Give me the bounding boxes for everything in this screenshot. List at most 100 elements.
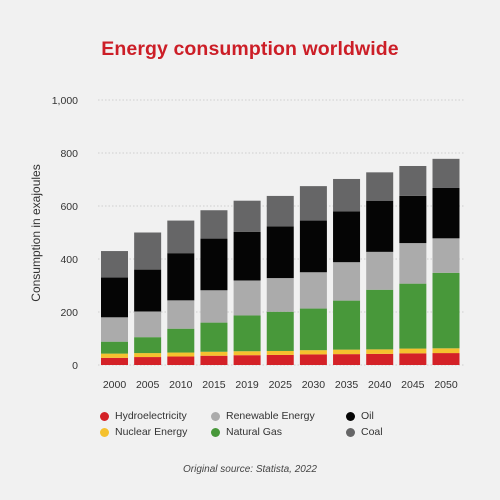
bar-segment-nuclear-energy-2035 xyxy=(333,349,361,355)
bar-segment-hydroelectricity-2005 xyxy=(134,357,162,365)
bar-segment-hydroelectricity-2015 xyxy=(200,355,228,365)
y-axis-label: Consumption in exajoules xyxy=(29,164,43,301)
bar-segment-renewable-energy-2015 xyxy=(200,290,228,323)
bar-segment-hydroelectricity-2045 xyxy=(399,353,427,365)
bar-segment-oil-2040 xyxy=(366,200,394,252)
bar-segment-coal-2050 xyxy=(432,158,460,188)
bar-segment-hydroelectricity-2050 xyxy=(432,353,460,365)
bar-segment-coal-2025 xyxy=(266,195,294,227)
legend-item-nuclear-energy: Nuclear Energy xyxy=(100,426,187,438)
bar-segment-hydroelectricity-2019 xyxy=(233,355,261,365)
bar-segment-nuclear-energy-2045 xyxy=(399,348,427,354)
bar-segment-renewable-energy-2010 xyxy=(167,300,195,329)
y-tick-label: 400 xyxy=(60,254,78,266)
bar-segment-coal-2005 xyxy=(134,232,162,270)
bar-segment-renewable-energy-2040 xyxy=(366,251,394,290)
bar-segment-nuclear-energy-2030 xyxy=(299,350,327,355)
legend-label: Coal xyxy=(361,426,383,438)
bar-segment-natural-gas-2030 xyxy=(299,308,327,351)
legend-item-natural-gas: Natural Gas xyxy=(211,426,282,438)
bar-segment-coal-2030 xyxy=(299,186,327,221)
x-tick-label: 2000 xyxy=(103,379,127,391)
bar-segment-oil-2015 xyxy=(200,238,228,291)
bar-segment-oil-2005 xyxy=(134,269,162,312)
bar-segment-hydroelectricity-2040 xyxy=(366,353,394,365)
bar-segment-natural-gas-2019 xyxy=(233,315,261,352)
bar-segment-oil-2030 xyxy=(299,220,327,273)
bar-segment-natural-gas-2015 xyxy=(200,322,228,352)
bar-segment-hydroelectricity-2010 xyxy=(167,356,195,365)
bar-segment-natural-gas-2045 xyxy=(399,283,427,349)
source-note: Original source: Statista, 2022 xyxy=(183,464,317,475)
bar-segment-natural-gas-2035 xyxy=(333,300,361,350)
legend-item-hydroelectricity: Hydroelectricity xyxy=(100,410,187,422)
legend-swatch xyxy=(346,427,355,437)
legend-swatch xyxy=(211,427,220,437)
bar-segment-oil-2025 xyxy=(266,226,294,279)
legend-item-renewable-energy: Renewable Energy xyxy=(211,410,315,422)
bar-segment-renewable-energy-2005 xyxy=(134,311,162,338)
bar-segment-coal-2035 xyxy=(333,178,361,212)
bar-segment-oil-2035 xyxy=(333,211,361,263)
bar-segment-oil-2045 xyxy=(399,195,427,244)
bar-segment-natural-gas-2050 xyxy=(432,272,460,349)
x-tick-label: 2019 xyxy=(235,379,259,391)
bar-segment-natural-gas-2025 xyxy=(266,311,294,351)
bar-segment-nuclear-energy-2025 xyxy=(266,350,294,355)
legend-swatch xyxy=(100,411,109,421)
x-tick-label: 2025 xyxy=(269,379,293,391)
y-tick-label: 800 xyxy=(60,148,78,160)
x-axis-ticks: 2000 2005 2010 2015 2019 2025 2030 2035 2040 2045… xyxy=(103,379,458,391)
bar-segment-natural-gas-2040 xyxy=(366,289,394,350)
bar-segment-renewable-energy-2045 xyxy=(399,243,427,284)
bar-segment-natural-gas-2005 xyxy=(134,337,162,354)
bar-segment-coal-2015 xyxy=(200,210,228,239)
bar-segment-oil-2050 xyxy=(432,187,460,239)
bar-segment-natural-gas-2010 xyxy=(167,328,195,353)
legend-swatch xyxy=(211,411,220,421)
legend-label: Natural Gas xyxy=(226,426,283,438)
bar-segment-nuclear-energy-2000 xyxy=(101,353,128,358)
legend-label: Renewable Energy xyxy=(226,410,315,422)
bar-segment-hydroelectricity-2035 xyxy=(333,354,361,365)
x-tick-label: 2045 xyxy=(401,379,425,391)
bar-segment-renewable-energy-2025 xyxy=(266,278,294,312)
legend-swatch xyxy=(100,427,109,437)
bar-segment-nuclear-energy-2040 xyxy=(366,349,394,354)
legend-label: Oil xyxy=(361,410,374,422)
x-tick-label: 2040 xyxy=(368,379,392,391)
x-tick-label: 2050 xyxy=(434,379,458,391)
bar-segment-hydroelectricity-2000 xyxy=(101,357,128,365)
legend-label: Hydroelectricity xyxy=(115,410,187,422)
y-tick-label: 0 xyxy=(72,360,78,372)
bar-segment-nuclear-energy-2019 xyxy=(233,351,261,356)
legend-item-coal: Coal xyxy=(346,426,383,438)
bar-segment-coal-2040 xyxy=(366,172,394,201)
bar-segment-nuclear-energy-2010 xyxy=(167,352,195,357)
y-tick-label: 1,000 xyxy=(52,95,78,107)
bar-segment-coal-2010 xyxy=(167,220,195,254)
bar-segment-hydroelectricity-2030 xyxy=(299,354,327,365)
bar-segment-nuclear-energy-2005 xyxy=(134,353,162,358)
y-tick-label: 200 xyxy=(60,307,78,319)
x-tick-label: 2035 xyxy=(335,379,359,391)
bar-segment-nuclear-energy-2050 xyxy=(432,348,460,354)
x-tick-label: 2030 xyxy=(302,379,326,391)
bar-segment-hydroelectricity-2025 xyxy=(266,354,294,365)
bar-segment-renewable-energy-2019 xyxy=(233,280,261,316)
bar-segment-coal-2000 xyxy=(101,251,128,278)
bar-segment-coal-2045 xyxy=(399,165,427,196)
x-tick-label: 2010 xyxy=(169,379,193,391)
bar-segment-renewable-energy-2050 xyxy=(432,238,460,273)
legend-swatch xyxy=(346,411,355,421)
chart-title: Energy consumption worldwide xyxy=(101,38,399,60)
bar-segment-oil-2000 xyxy=(101,277,128,318)
legend-item-oil: Oil xyxy=(346,410,374,422)
bar-segment-oil-2010 xyxy=(167,253,195,301)
bar-segment-renewable-energy-2035 xyxy=(333,262,361,301)
bar-segment-coal-2019 xyxy=(233,200,261,232)
y-tick-label: 600 xyxy=(60,201,78,213)
bar-stacks xyxy=(101,158,460,365)
